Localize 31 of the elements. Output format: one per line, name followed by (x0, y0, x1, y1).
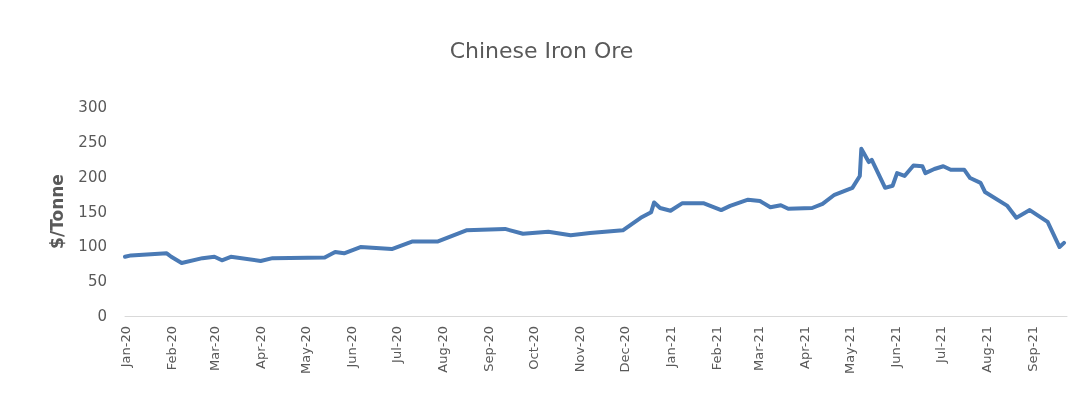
x-tick-label: Jun-21 (888, 326, 904, 369)
x-tick-label: Jul-21 (932, 326, 948, 364)
x-tick-label: Nov-20 (572, 326, 588, 373)
x-tick-label: Feb-20 (163, 326, 179, 371)
x-tick-label: Apr-21 (797, 326, 813, 369)
y-tick-label: 0 (97, 307, 107, 325)
y-tick-label: 150 (78, 202, 107, 221)
y-tick-label: 100 (78, 237, 107, 256)
x-tick-label: Mar-20 (206, 326, 222, 371)
x-tick-label: Dec-20 (616, 326, 632, 373)
x-tick-label: Jan-20 (117, 326, 133, 369)
x-tick-label: Jul-20 (388, 326, 404, 364)
x-tick-label: Aug-21 (979, 326, 995, 373)
x-tick-label: Jan-21 (663, 326, 679, 369)
x-tick-label: Jun-20 (344, 326, 360, 369)
line-series (123, 146, 1067, 266)
x-tick-label: Aug-20 (434, 326, 450, 373)
x-tick-label: Apr-20 (253, 326, 269, 369)
y-tick-label: 50 (87, 272, 107, 291)
y-tick-label: 200 (78, 167, 107, 186)
x-tick-label: May-20 (297, 326, 313, 374)
y-tick-label: 250 (78, 132, 107, 151)
y-axis-title: $/Tonne (46, 174, 67, 249)
x-tick-label: Mar-21 (750, 326, 766, 371)
x-tick-label: Sep-20 (481, 326, 497, 372)
chart-title: Chinese Iron Ore (449, 37, 634, 63)
x-tick-label: May-21 (841, 326, 857, 374)
y-tick-label: 300 (78, 98, 107, 116)
x-tick-label: Feb-21 (709, 326, 725, 371)
x-tick-label: Sep-21 (1025, 326, 1041, 372)
x-tick-label: Oct-20 (525, 326, 541, 370)
